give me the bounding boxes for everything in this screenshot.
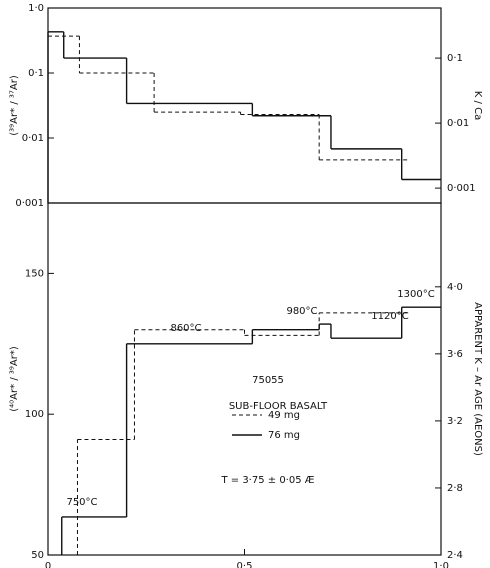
annotation: 980°C	[286, 306, 317, 317]
y-tick-label: 150	[25, 268, 44, 279]
plot-frame	[47, 202, 442, 556]
annotation: T = 3·75 ± 0·05 Æ	[220, 475, 314, 486]
annotation: 750°C	[66, 497, 97, 508]
legend-label: 49 mg	[268, 410, 300, 421]
y2-tick-label: 0·001	[447, 183, 476, 194]
y-tick-label: 50	[31, 550, 44, 561]
y2-tick-label: 2·4	[447, 550, 463, 561]
annotation: 1300°C	[397, 289, 434, 300]
y2-tick-label: 4·0	[447, 282, 463, 293]
y-axis-label: (⁴⁰Ar* / ³⁹Ar*)	[9, 346, 20, 412]
x-tick-label: 0·5	[237, 561, 253, 568]
y2-tick-label: 0·1	[447, 53, 463, 64]
y-axis-label: (³⁹Ar* / ³⁷Ar)	[9, 75, 20, 136]
x-tick-label: 0	[45, 561, 51, 568]
y2-axis-label: APPARENT K – Ar AGE (AEONS)	[472, 302, 483, 456]
annotation: 75055	[252, 375, 284, 386]
y-tick-label: 0·1	[28, 68, 44, 79]
y2-axis-label: K / Ca	[472, 91, 483, 120]
y2-tick-label: 2·8	[447, 483, 463, 494]
y-tick-label: 0·01	[22, 133, 44, 144]
annotation: 1120°C	[371, 311, 408, 322]
x-tick-label: 1·0	[433, 561, 449, 568]
y-tick-label: 1·0	[28, 3, 44, 14]
plot-frame	[47, 7, 442, 204]
y-tick-label: 0·001	[15, 198, 44, 209]
legend-label: 76 mg	[268, 430, 300, 441]
annotation: SUB-FLOOR BASALT	[229, 401, 328, 412]
y-tick-label: 100	[25, 409, 44, 420]
y2-tick-label: 3·2	[447, 416, 463, 427]
y2-tick-label: 0·01	[447, 118, 469, 129]
annotation: 860°C	[170, 323, 201, 334]
y2-tick-label: 3·6	[447, 349, 463, 360]
